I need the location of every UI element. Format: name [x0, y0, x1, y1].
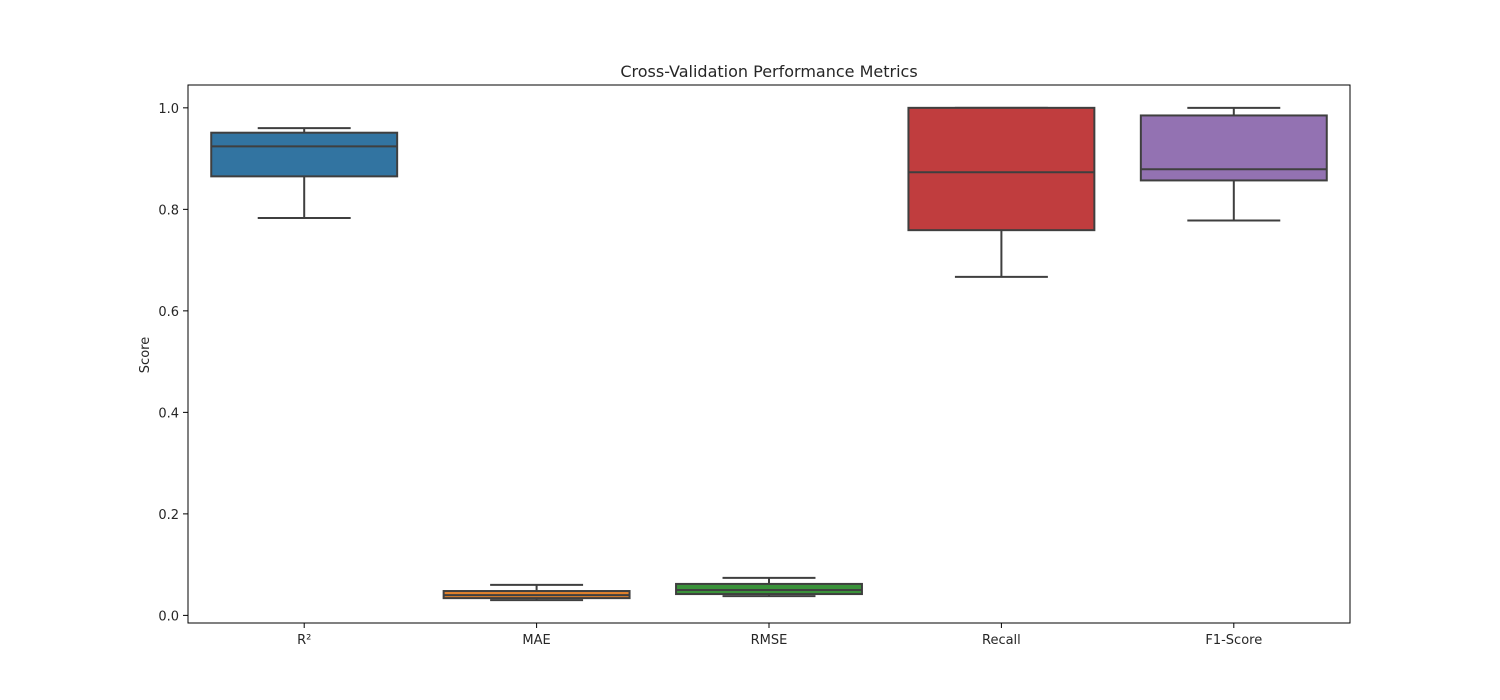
y-tick-label: 0.8: [158, 203, 179, 218]
y-tick-label: 0.6: [158, 305, 179, 320]
y-axis-title: Score: [138, 337, 153, 373]
x-tick-label: RMSE: [751, 633, 788, 648]
axes: R² MAE RMSE Recall F1-Score 0.0 0.2 0.4 0.6 0.8 1.…: [158, 102, 1262, 648]
x-tick-label: Recall: [982, 633, 1021, 648]
chart-title: Cross-Validation Performance Metrics: [620, 62, 917, 81]
box-group-0: [210, 127, 399, 219]
x-tick-label: F1-Score: [1205, 633, 1262, 648]
y-tick-label: 0.0: [158, 609, 179, 624]
box: [210, 131, 399, 178]
x-tick-label: R²: [297, 633, 311, 648]
box-group-4: [1139, 106, 1328, 222]
box-group-2: [675, 576, 863, 598]
box: [1139, 114, 1328, 182]
y-tick-label: 1.0: [158, 102, 179, 117]
box: [907, 106, 1096, 232]
y-tick-label: 0.2: [158, 508, 179, 523]
box: [675, 582, 863, 596]
plot-area: [210, 106, 1328, 602]
box-group-1: [442, 583, 631, 602]
x-tick-label: MAE: [522, 633, 550, 648]
y-tick-label: 0.4: [158, 406, 179, 421]
box-group-3: [907, 106, 1096, 278]
